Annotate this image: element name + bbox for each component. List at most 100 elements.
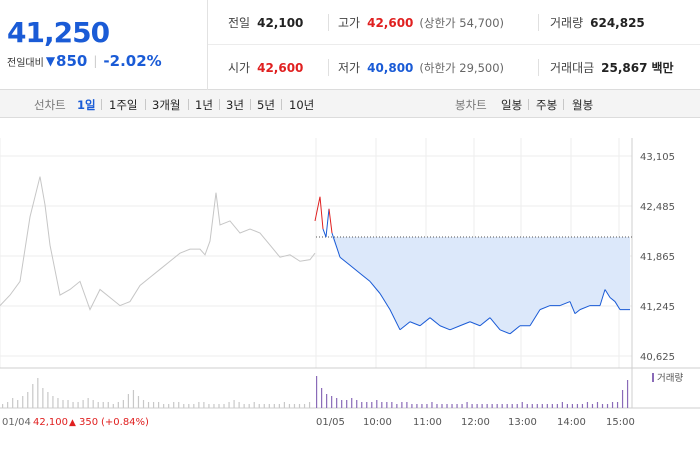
prev-close-fill: [315, 236, 632, 334]
stat-value: 42,600: [257, 60, 304, 75]
volume-bar: [496, 404, 498, 408]
below-prev-close-area: [315, 237, 630, 334]
stat-label: 저가: [338, 61, 361, 75]
stat-turnover: 거래대금 25,867 백만: [550, 45, 681, 90]
line-chart-label: 선차트: [34, 98, 66, 112]
volume-bar: [516, 404, 518, 408]
stats-row-1: 전일 42,100 고가 42,600 (상한가 54,700) 거래량 624…: [208, 0, 700, 45]
volume-bar: [127, 394, 130, 408]
volume-bar: [596, 402, 599, 408]
period-1d[interactable]: 1일: [77, 98, 96, 112]
volume-bar: [263, 404, 265, 408]
y-tick-label: 42,485: [640, 202, 675, 213]
down-triangle-icon: ▼: [45, 54, 56, 68]
volume-bar: [168, 404, 170, 408]
period-3m[interactable]: 3개월: [152, 98, 181, 112]
volume-bar: [556, 404, 558, 408]
candle-weekly[interactable]: 주봉: [536, 98, 558, 112]
price-chart: 43,105 42,485 41,865 41,245 40,625 01/05 10:0…: [0, 138, 700, 428]
y-tick-label: 41,245: [640, 302, 675, 313]
volume-bar: [173, 402, 175, 408]
volume-bar: [561, 402, 563, 408]
volume-bar: [611, 402, 614, 408]
volume-bar: [273, 404, 275, 408]
prev-day-close: 42,100: [33, 417, 68, 428]
volume-bar: [47, 392, 49, 408]
volume-bar: [451, 404, 453, 408]
volume-bar: [288, 404, 291, 408]
stat-volume: 거래량 624,825: [550, 0, 645, 45]
volume-bar: [233, 400, 235, 408]
change-row: 전일대비 ▼ 850 | -2.02%: [7, 52, 162, 70]
volume-bar: [491, 404, 493, 408]
volume-bar: [316, 376, 318, 408]
stat-value: 42,100: [257, 15, 304, 30]
volume-bar: [77, 402, 79, 408]
volume-bar: [386, 402, 388, 408]
volume-legend: 거래량: [652, 372, 683, 384]
period-1w[interactable]: 1주일: [109, 98, 138, 112]
candle-daily[interactable]: 일봉: [501, 98, 523, 112]
volume-bar: [401, 402, 403, 408]
divider: [538, 14, 539, 31]
stat-label: 시가: [228, 61, 251, 75]
volume-bar: [436, 404, 438, 408]
period-3y[interactable]: 3년: [226, 98, 244, 112]
volume-bar: [346, 400, 348, 408]
current-price: 41,250: [7, 16, 110, 49]
change-separator: |: [93, 54, 98, 68]
volume-bar: [132, 390, 135, 408]
divider: [538, 59, 539, 76]
divider: [188, 99, 189, 110]
volume-bar: [476, 404, 478, 408]
x-tick-label: 01/05: [316, 417, 345, 428]
volume-bar: [107, 402, 109, 408]
volume-bar: [2, 404, 4, 408]
divider: [328, 59, 329, 76]
period-5y[interactable]: 5년: [257, 98, 275, 112]
volume-bar: [591, 404, 594, 408]
volume-bar: [406, 402, 408, 408]
volume-bar: [536, 404, 538, 408]
stats-panel: 전일 42,100 고가 42,600 (상한가 54,700) 거래량 624…: [208, 0, 700, 90]
volume-bar: [188, 404, 190, 408]
volume-bar: [178, 402, 180, 408]
stat-high: 고가 42,600 (상한가 54,700): [338, 0, 504, 45]
volume-bar: [238, 402, 240, 408]
volume-bar: [97, 402, 99, 408]
volume-bar: [416, 404, 418, 408]
stat-unit: 백만: [651, 61, 674, 75]
volume-bar: [356, 400, 358, 408]
volume-bar: [258, 404, 260, 408]
divider: [281, 99, 282, 110]
volume-bar: [576, 404, 579, 408]
volume-bar: [566, 404, 568, 408]
volume-bar: [62, 400, 64, 408]
volume-bar: [326, 394, 328, 408]
volume-bar: [441, 404, 443, 408]
volume-bar: [208, 404, 210, 408]
y-tick-label: 40,625: [640, 352, 675, 363]
volume-bar: [511, 404, 513, 408]
volume-bar: [626, 380, 629, 408]
stat-value: 25,867: [601, 60, 648, 75]
volume-bar: [223, 404, 225, 408]
volume-bar: [57, 398, 59, 408]
volume-bar: [456, 404, 458, 408]
volume-bar: [82, 400, 84, 408]
stat-value: 624,825: [590, 15, 645, 30]
period-10y[interactable]: 10년: [289, 98, 315, 112]
candle-monthly[interactable]: 월봉: [572, 98, 594, 112]
stat-low: 저가 40,800 (하한가 29,500): [338, 45, 504, 90]
stats-row-2: 시가 42,600 저가 40,800 (하한가 29,500) 거래대금 25…: [208, 45, 700, 90]
grid: [0, 138, 700, 409]
stat-label: 거래량: [550, 16, 584, 30]
volume-bars: [2, 376, 629, 408]
up-triangle-icon: ▲: [69, 418, 76, 428]
divider: [250, 99, 251, 110]
volume-bar: [112, 404, 114, 408]
volume-bar: [351, 398, 353, 408]
volume-bar: [7, 402, 9, 408]
period-1y[interactable]: 1년: [195, 98, 213, 112]
x-tick-label: 12:00: [461, 417, 490, 428]
